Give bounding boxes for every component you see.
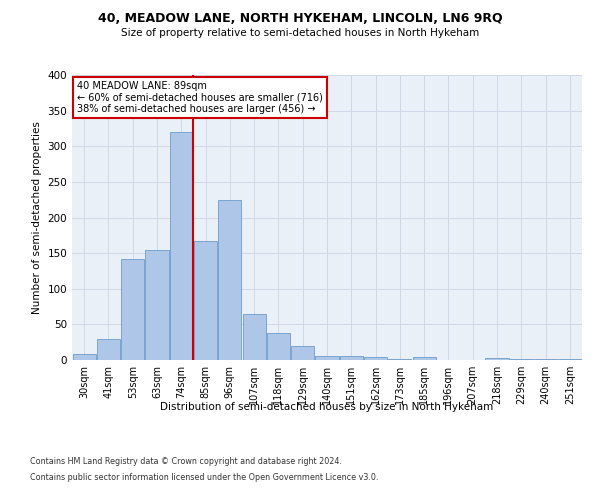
Bar	[170, 132, 193, 360]
Bar	[121, 259, 144, 360]
Text: 40 MEADOW LANE: 89sqm
← 60% of semi-detached houses are smaller (716)
38% of sem: 40 MEADOW LANE: 89sqm ← 60% of semi-deta…	[77, 80, 323, 114]
Bar	[340, 356, 363, 360]
Bar	[194, 241, 217, 360]
Text: Contains HM Land Registry data © Crown copyright and database right 2024.: Contains HM Land Registry data © Crown c…	[30, 458, 342, 466]
Text: 40, MEADOW LANE, NORTH HYKEHAM, LINCOLN, LN6 9RQ: 40, MEADOW LANE, NORTH HYKEHAM, LINCOLN,…	[98, 12, 502, 26]
Bar	[242, 314, 266, 360]
Bar	[218, 200, 241, 360]
Bar	[485, 358, 509, 360]
Text: Contains public sector information licensed under the Open Government Licence v3: Contains public sector information licen…	[30, 472, 379, 482]
Bar	[267, 333, 290, 360]
Bar	[534, 358, 557, 360]
Bar	[97, 338, 120, 360]
Text: Size of property relative to semi-detached houses in North Hykeham: Size of property relative to semi-detach…	[121, 28, 479, 38]
Bar	[145, 250, 169, 360]
Bar	[388, 358, 412, 360]
Text: Distribution of semi-detached houses by size in North Hykeham: Distribution of semi-detached houses by …	[160, 402, 494, 412]
Bar	[364, 357, 387, 360]
Bar	[413, 357, 436, 360]
Bar	[291, 346, 314, 360]
Bar	[73, 354, 95, 360]
Y-axis label: Number of semi-detached properties: Number of semi-detached properties	[32, 121, 42, 314]
Bar	[316, 356, 338, 360]
Bar	[510, 358, 533, 360]
